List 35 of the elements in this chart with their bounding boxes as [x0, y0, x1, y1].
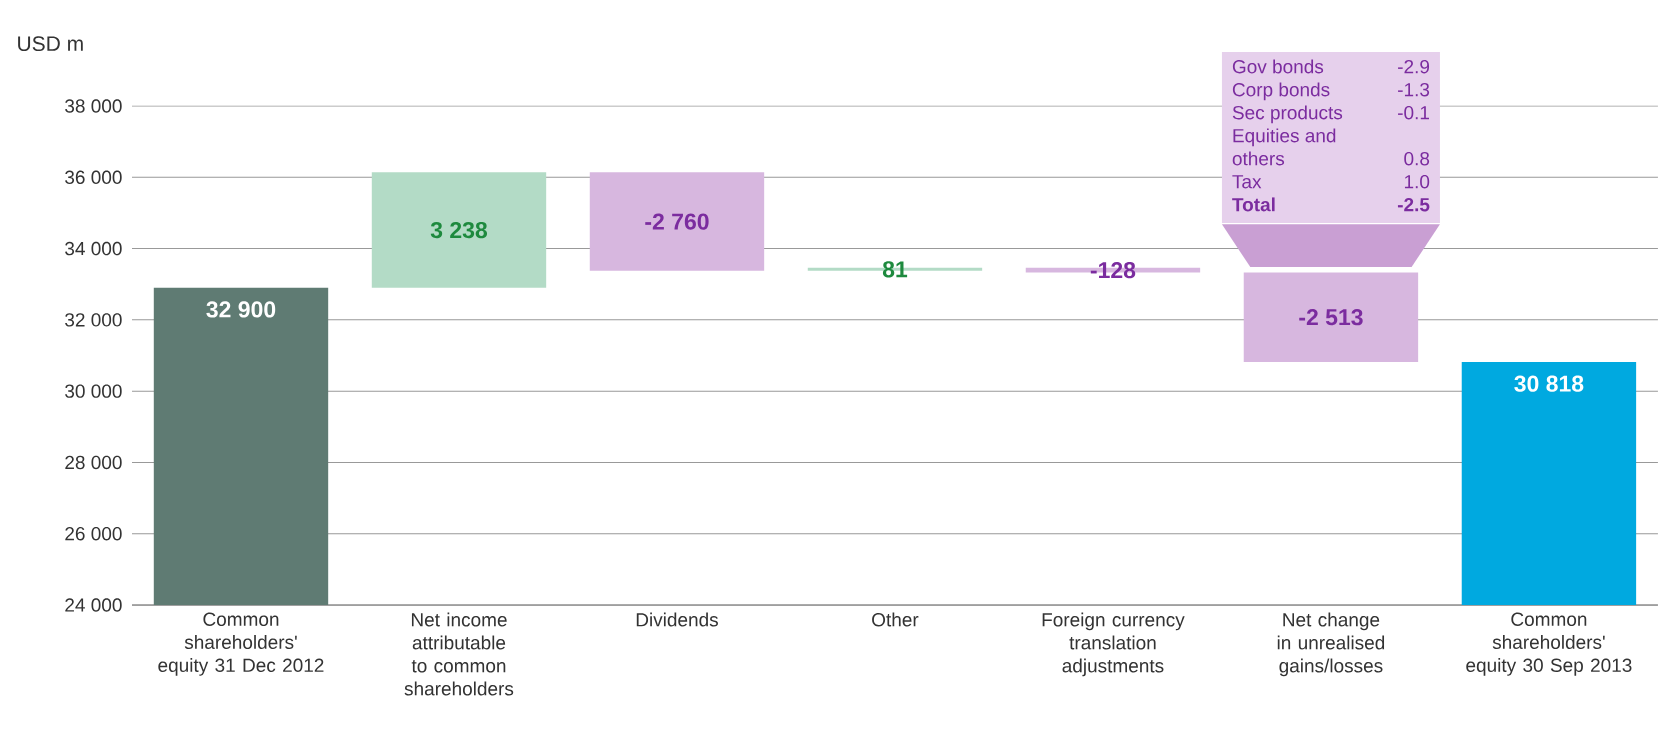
y-tick-label: 30 000 — [65, 384, 122, 398]
y-tick-label: 36 000 — [65, 170, 122, 185]
data-label: 30 818 — [1514, 375, 1584, 392]
annotation: Total — [1232, 197, 1275, 212]
annotation: -0.1 — [1398, 105, 1429, 120]
data-label: -128 — [1090, 261, 1136, 279]
x-tick-label: Common shareholders' equity 30 Sep 2013 — [1466, 612, 1632, 676]
data-label: 32 900 — [206, 301, 276, 318]
text: Gov bonds — [1232, 59, 1324, 74]
x-tick-label: Net income attributable to common shareholders — [404, 612, 514, 696]
y-tick-label: 34 000 — [65, 241, 122, 256]
x-tick-label: Dividends — [636, 612, 718, 627]
text: -2.9 — [1398, 59, 1430, 74]
text: Corp bonds — [1232, 82, 1330, 101]
annotation: Tax — [1232, 175, 1262, 189]
x-tick-label: Foreign currency translation adjustments — [1042, 612, 1185, 677]
x-tick-label: Net change in unrealised gains/losses — [1277, 612, 1385, 677]
annotation: Sec products — [1232, 105, 1343, 124]
data-label: 3 238 — [430, 221, 488, 239]
y-axis-title: USD m — [18, 36, 83, 52]
data-label: 81 — [882, 261, 908, 278]
y-tick-label: 28 000 — [65, 455, 122, 470]
y-tick-label: 38 000 — [65, 99, 122, 113]
text: -1.3 — [1398, 82, 1430, 97]
data-label: -2 760 — [645, 213, 709, 230]
y-tick-label: 24 000 — [65, 598, 122, 612]
annotation: 0.8 — [1404, 151, 1430, 166]
annotation: 1.0 — [1404, 174, 1430, 189]
y-tick-label: 32 000 — [65, 313, 122, 327]
y-tick-label: 26 000 — [65, 526, 122, 541]
annotation: -2.5 — [1397, 197, 1430, 212]
x-tick-label: Other — [872, 612, 919, 627]
x-tick-label: Common shareholders' equity 31 Dec 2012 — [158, 612, 324, 676]
annotation: Equities and others — [1232, 128, 1336, 166]
data-label: -2 513 — [1299, 309, 1363, 326]
